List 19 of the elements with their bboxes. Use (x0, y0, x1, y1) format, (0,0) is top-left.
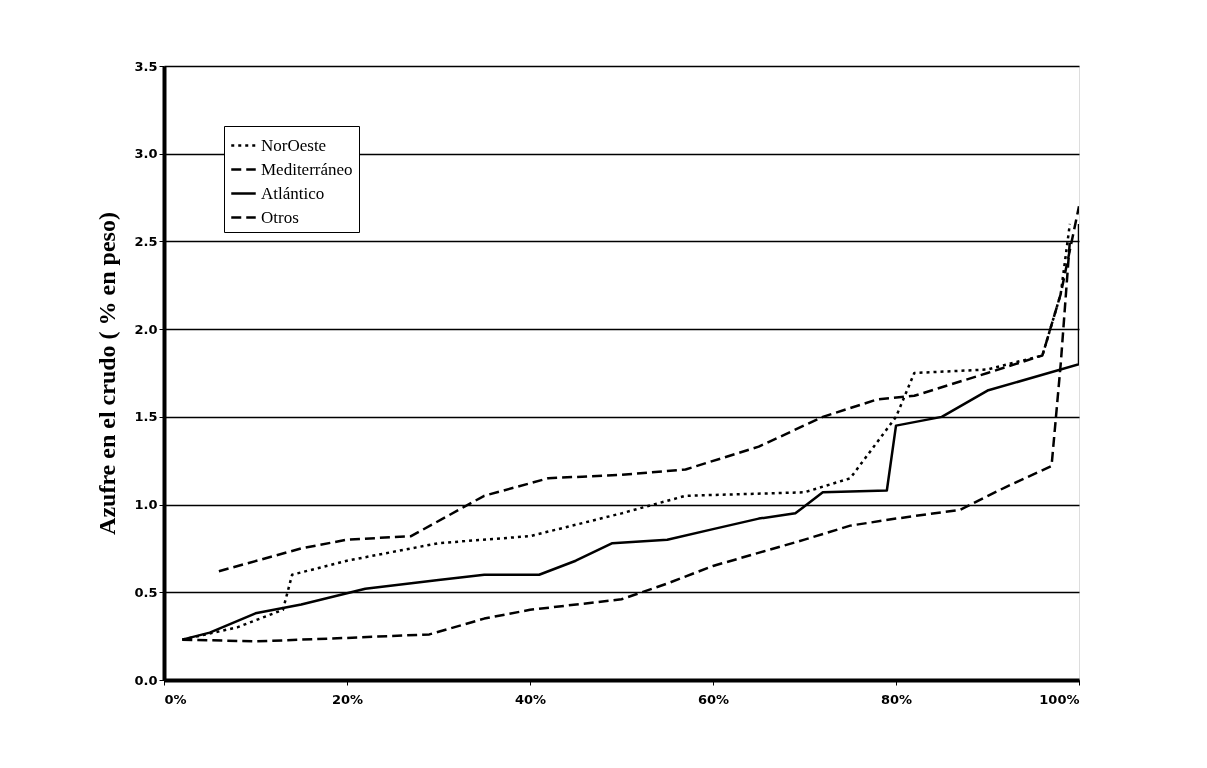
x-tick-label: 20% (331, 691, 364, 707)
y-tick-label: 2.0 (134, 321, 158, 337)
legend-label: NorOeste (261, 135, 327, 155)
y-tick-label: 2.5 (134, 233, 158, 249)
y-tick-label: 1.0 (134, 497, 158, 513)
legend-label: Otros (261, 207, 299, 227)
x-tick-label: 80% (880, 691, 913, 707)
legend-label: Atlántico (261, 183, 325, 203)
y-tick-label: 0.5 (134, 584, 158, 600)
x-tick-label: 40% (514, 691, 547, 707)
y-tick-label: 3.5 (134, 58, 158, 74)
y-tick-label: 0.0 (134, 672, 158, 688)
x-tick-label: 60% (697, 691, 730, 707)
x-tick-label: 100% (1039, 691, 1080, 707)
x-tick-label: 0% (164, 691, 187, 707)
y-axis-title: Azufre en el crudo ( % en peso) (94, 212, 121, 535)
y-tick-label: 1.5 (134, 409, 158, 425)
legend-label: Mediterráneo (261, 159, 353, 179)
y-tick-label: 3.0 (134, 146, 158, 162)
